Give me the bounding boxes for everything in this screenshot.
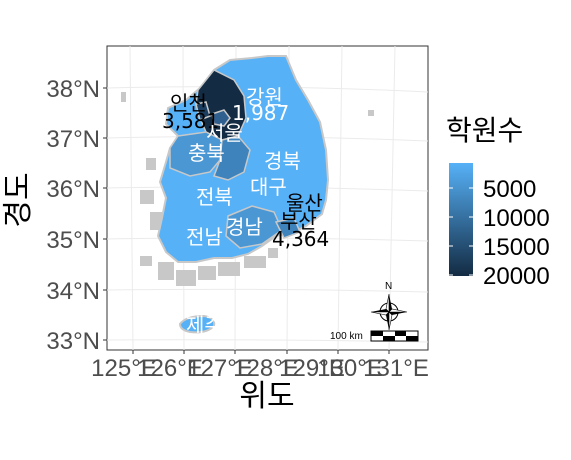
label-gangwon-name: 강원 (246, 85, 283, 109)
region-incheon (195, 101, 211, 122)
x-tick-130: 130°E (317, 355, 383, 382)
x-axis-title: 위도 (239, 379, 294, 414)
x-tick-125: 125°E (91, 355, 157, 382)
label-gyeongbuk: 경북 (264, 149, 301, 173)
label-ulsan: 울산 (286, 191, 323, 215)
scale-bar-label: 100 km (330, 331, 363, 342)
label-daegu: 대구 (250, 175, 287, 199)
legend-tick-20000: 20000 (483, 263, 550, 290)
y-tick-34: 34°N (46, 278, 100, 305)
y-tick-36: 36°N (46, 176, 100, 203)
y-tick-37: 37°N (46, 126, 100, 153)
label-busan-name: 부산 (280, 209, 317, 233)
legend-tick-15000: 15000 (483, 234, 550, 261)
label-busan-value: 4,364 (272, 227, 329, 251)
region-gyeonggi-south (213, 135, 251, 181)
y-axis-title: 경도 (1, 172, 36, 227)
legend-tick-10000: 10000 (483, 205, 550, 232)
north-arrow: N (370, 281, 408, 331)
label-jeonnam: 전남 (186, 225, 223, 249)
y-tick-35: 35°N (46, 227, 100, 254)
x-tick-131: 131°E (363, 355, 429, 382)
legend-tick-5000: 5000 (483, 176, 536, 203)
label-chungbuk: 충북 (188, 141, 225, 165)
region-gyeongnam (225, 205, 283, 249)
y-tick-33: 33°N (46, 328, 100, 355)
x-tick-128: 128°E (233, 355, 299, 382)
korea-map (121, 55, 374, 334)
label-incheon-name: 인천 (170, 91, 207, 115)
label-jeonbuk: 전북 (196, 185, 233, 209)
map-panel: 인천 3,581 강원 1,987 서울 충북 경북 대구 전북 울산 부산 4… (106, 45, 429, 351)
legend: 학원수 5000 10000 15000 20000 (446, 114, 550, 290)
region-seoul (211, 109, 231, 127)
coastal-islands (121, 92, 374, 286)
y-tick-38: 38°N (46, 76, 100, 103)
label-jeju: 제주 (186, 313, 223, 337)
region-chungnam (169, 131, 223, 177)
x-tick-127: 127°E (187, 355, 253, 382)
region-busan (274, 217, 301, 239)
label-gangwon-value: 1,987 (232, 101, 289, 125)
north-arrow-label: N (385, 281, 392, 292)
label-gyeongnam: 경남 (226, 215, 263, 239)
label-incheon-value: 3,581 (162, 109, 219, 133)
legend-colorbar (449, 163, 473, 276)
x-tick-126: 126°E (137, 355, 203, 382)
scale-bar: 100 km (330, 330, 419, 342)
legend-title: 학원수 (446, 114, 523, 147)
region-labels: 인천 3,581 강원 1,987 서울 충북 경북 대구 전북 울산 부산 4… (162, 85, 329, 337)
jeju-island (178, 314, 216, 334)
y-axis: 38°N 37°N 36°N 35°N 34°N 33°N 경도 (1, 76, 107, 355)
x-axis: 125°E 126°E 127°E 128°E 129°E 130°E 131°… (91, 350, 429, 414)
label-seoul: 서울 (206, 121, 243, 145)
x-tick-129: 129°E (279, 355, 345, 382)
